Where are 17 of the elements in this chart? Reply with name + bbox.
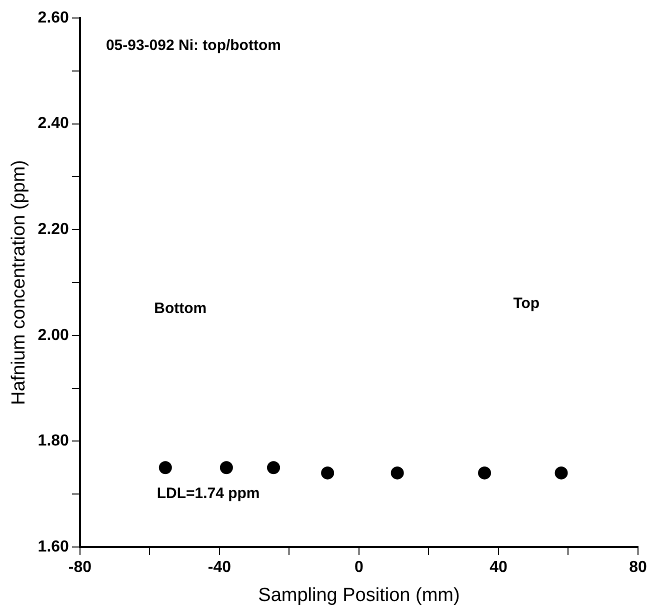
x-tick-label: -80 bbox=[68, 559, 92, 576]
y-tick-label: 2.60 bbox=[38, 9, 70, 26]
y-tick-label: 2.40 bbox=[38, 115, 70, 132]
annotation: Top bbox=[513, 294, 540, 312]
y-tick-label: 1.60 bbox=[38, 538, 70, 556]
y-axis-title: Hafnium concentration (ppm) bbox=[8, 160, 30, 405]
text: 05-93-092 Ni: top/bottom bbox=[106, 37, 281, 54]
y-tick-label: 1.80 bbox=[38, 432, 70, 450]
annotation: Bottom bbox=[154, 300, 207, 318]
x-axis-title: Sampling Position (mm) bbox=[258, 584, 460, 606]
x-tick-label: 0 bbox=[354, 559, 364, 576]
x-tick-label: 40 bbox=[490, 559, 508, 576]
y-tick-label: 2.20 bbox=[38, 221, 70, 238]
x-tick-label: -40 bbox=[208, 559, 232, 576]
y-tick-label: 2.00 bbox=[38, 326, 70, 344]
annotation: LDL=1.74 ppm bbox=[156, 485, 260, 502]
x-tick-label: 80 bbox=[629, 559, 647, 576]
